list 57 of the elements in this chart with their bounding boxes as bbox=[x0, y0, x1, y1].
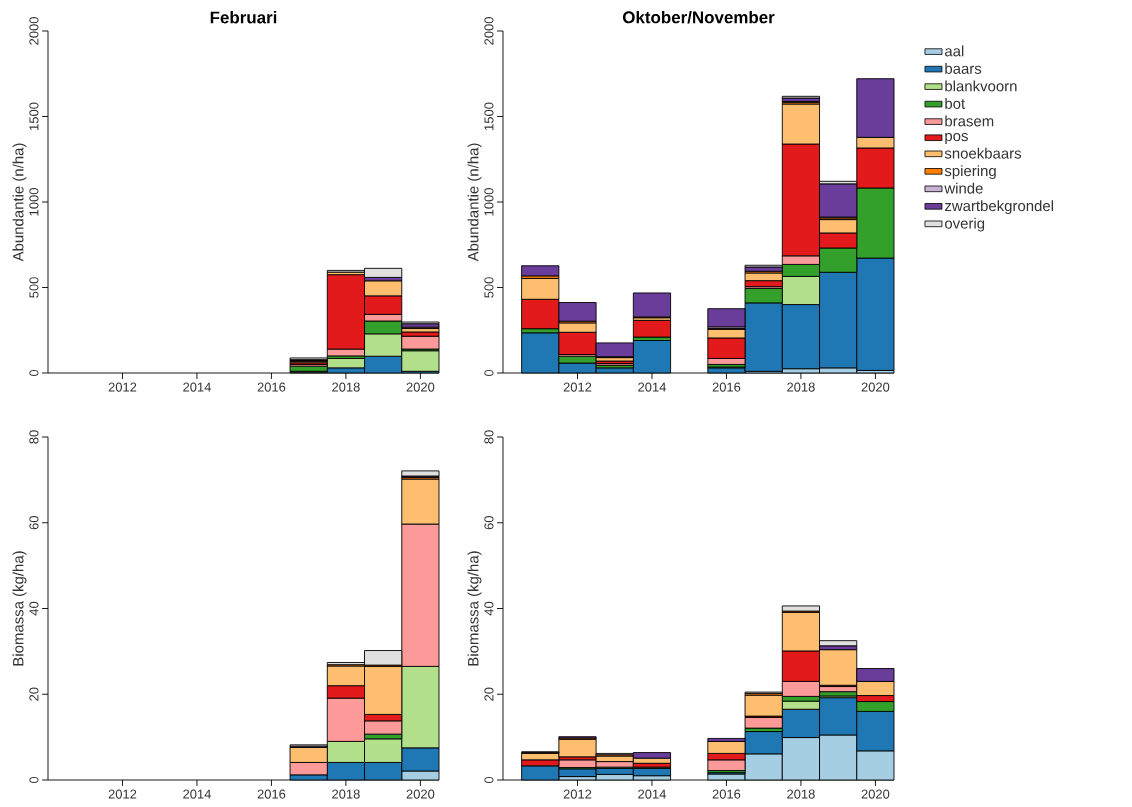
x-tick-label: 2014 bbox=[638, 789, 666, 799]
x-tick-label: 2018 bbox=[332, 382, 360, 392]
legend-label: blankvoorn bbox=[945, 80, 1017, 92]
legend-label: bot bbox=[945, 97, 966, 109]
y-tick-label: 40 bbox=[484, 601, 494, 616]
y-tick-label: 500 bbox=[484, 277, 494, 298]
legend-label: zwartbekgrondel bbox=[944, 200, 1053, 215]
x-tick-label: 2016 bbox=[257, 382, 286, 392]
y-tick-label: 1500 bbox=[484, 102, 494, 130]
y-tick-label: 0 bbox=[484, 369, 494, 377]
legend-label: winde bbox=[944, 182, 983, 194]
y-tick-label: 1000 bbox=[29, 188, 39, 216]
x-tick-label: 2018 bbox=[787, 789, 815, 799]
x-tick-label: 2020 bbox=[861, 789, 890, 799]
y-tick-label: 2000 bbox=[29, 17, 39, 45]
y-tick-label: 20 bbox=[484, 687, 494, 701]
y-tick-label: 40 bbox=[29, 601, 39, 616]
y-tick-label: 2000 bbox=[484, 17, 494, 45]
y-tick-label: 60 bbox=[484, 516, 494, 530]
x-tick-label: 2016 bbox=[257, 789, 286, 799]
x-tick-label: 2014 bbox=[638, 382, 666, 392]
legend-label: pos bbox=[945, 132, 968, 145]
legend-label: baars bbox=[945, 62, 982, 74]
y-tick-label: 1500 bbox=[29, 102, 39, 130]
x-tick-label: 2020 bbox=[406, 382, 435, 392]
legend-label: snoekbaars bbox=[944, 147, 1022, 159]
y-axis-title: Biomassa (kg/ha) bbox=[467, 551, 482, 666]
chart-title: Oktober/November bbox=[622, 10, 775, 24]
y-tick-label: 500 bbox=[29, 277, 39, 298]
x-tick-label: 2020 bbox=[406, 789, 435, 799]
x-tick-label: 2012 bbox=[563, 789, 592, 799]
y-tick-label: 0 bbox=[29, 369, 39, 377]
x-tick-label: 2018 bbox=[787, 382, 815, 392]
y-tick-label: 80 bbox=[29, 430, 39, 444]
y-tick-label: 0 bbox=[484, 776, 494, 784]
y-axis-title: Biomassa (kg/ha) bbox=[12, 551, 27, 666]
y-tick-label: 20 bbox=[29, 687, 39, 701]
x-tick-label: 2014 bbox=[183, 382, 211, 392]
x-tick-label: 2012 bbox=[108, 382, 137, 392]
legend-label: overig bbox=[944, 217, 985, 232]
x-tick-label: 2020 bbox=[861, 382, 890, 392]
chart-title: Februari bbox=[210, 11, 277, 24]
legend-label: aal bbox=[945, 45, 964, 57]
y-axis-title: Abundantie (n/ha) bbox=[467, 143, 482, 262]
x-tick-label: 2016 bbox=[712, 382, 741, 392]
x-tick-label: 2012 bbox=[563, 382, 592, 392]
legend-label: brasem bbox=[945, 115, 994, 127]
x-tick-label: 2014 bbox=[183, 789, 211, 799]
y-tick-label: 60 bbox=[29, 516, 39, 530]
y-tick-label: 1000 bbox=[484, 188, 494, 216]
y-axis-title: Abundantie (n/ha) bbox=[12, 143, 27, 262]
x-tick-label: 2016 bbox=[712, 789, 741, 799]
y-tick-label: 80 bbox=[484, 430, 494, 444]
x-tick-label: 2018 bbox=[332, 789, 360, 799]
legend-label: spiering bbox=[944, 165, 996, 180]
x-tick-label: 2012 bbox=[108, 789, 137, 799]
y-tick-label: 0 bbox=[29, 776, 39, 784]
